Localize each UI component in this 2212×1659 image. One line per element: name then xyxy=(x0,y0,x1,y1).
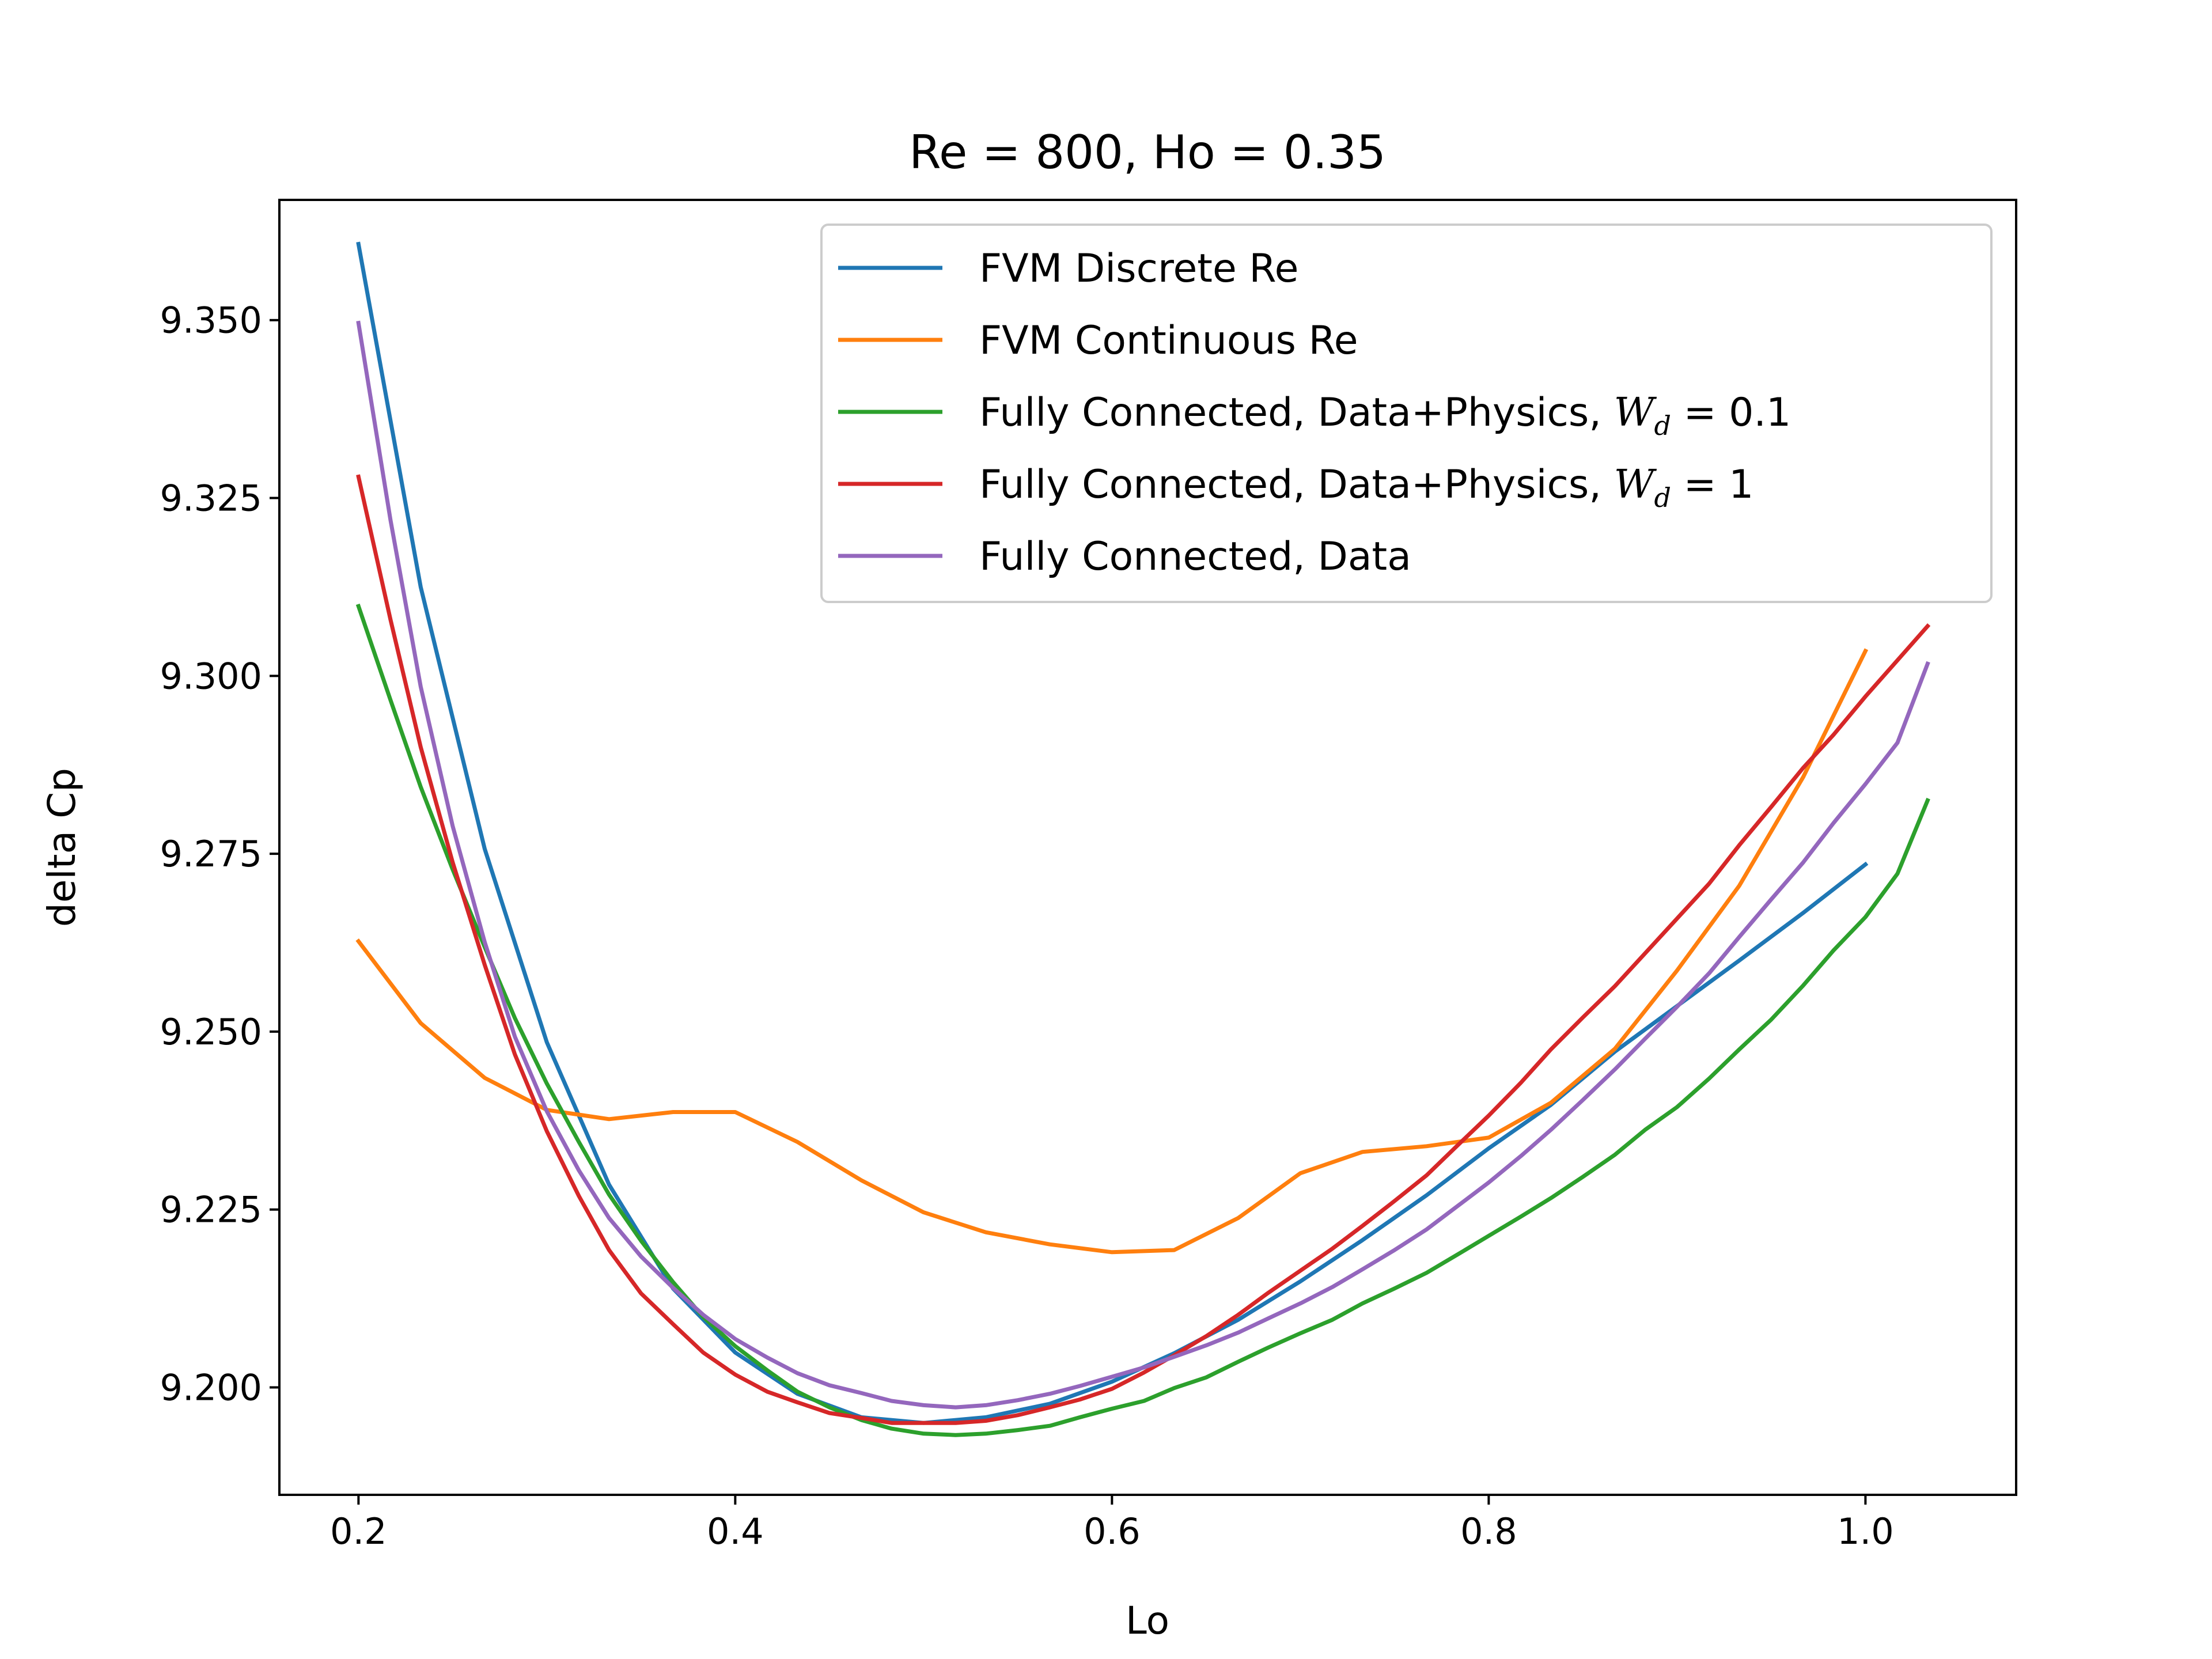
x-axis-ticks: 0.2 0.4 0.6 0.8 1.0 xyxy=(330,1495,1894,1552)
x-tick-label: 0.8 xyxy=(1460,1510,1517,1552)
y-tick-label: 9.325 xyxy=(160,478,263,520)
x-tick-label: 0.2 xyxy=(330,1510,387,1552)
legend-box xyxy=(820,224,1993,603)
legend-entries: FVM Discrete Re FVM Continuous Re Fully Co… xyxy=(838,246,1791,579)
y-tick-label: 9.225 xyxy=(160,1189,263,1231)
y-tick-label: 9.300 xyxy=(160,655,263,697)
legend-label: FVM Continuous Re xyxy=(979,318,1358,363)
legend-label: Fully Connected, Data xyxy=(979,534,1411,579)
legend: FVM Discrete Re FVM Continuous Re Fully Co… xyxy=(820,224,1993,603)
chart-title: Re = 800, Ho = 0.35 xyxy=(909,126,1386,179)
series-line-fully-connected-data-physics-w-d-0-1 xyxy=(355,603,1930,1437)
plot-frame xyxy=(278,199,2017,1496)
x-tick-label: 1.0 xyxy=(1837,1510,1894,1552)
y-tick-label: 9.275 xyxy=(160,833,263,875)
y-tick-label: 9.200 xyxy=(160,1366,263,1408)
series-line-fvm-discrete-re xyxy=(356,241,1869,1425)
series-line-fully-connected-data xyxy=(356,320,1930,1410)
series-line-fvm-continuous-re xyxy=(355,648,1869,1255)
y-axis-ticks: 9.200 9.225 9.250 9.275 9.300 9.325 9.350 xyxy=(160,300,279,1408)
y-axis-label: delta Cp xyxy=(40,768,84,927)
series-line-fully-connected-data-physics-w-d-1 xyxy=(356,474,1931,1425)
legend-label: Fully Connected, Data+Physics, Wd = 0.1 xyxy=(979,390,1791,441)
x-tick-label: 0.4 xyxy=(707,1510,764,1552)
y-tick-label: 9.250 xyxy=(160,1011,263,1053)
x-axis-label: Lo xyxy=(1126,1599,1169,1643)
legend-label: Fully Connected, Data+Physics, Wd = 1 xyxy=(979,462,1753,513)
x-tick-label: 0.6 xyxy=(1084,1510,1141,1552)
series-layer xyxy=(355,241,1931,1437)
y-tick-label: 9.350 xyxy=(160,300,263,342)
legend-label: FVM Discrete Re xyxy=(979,246,1298,291)
